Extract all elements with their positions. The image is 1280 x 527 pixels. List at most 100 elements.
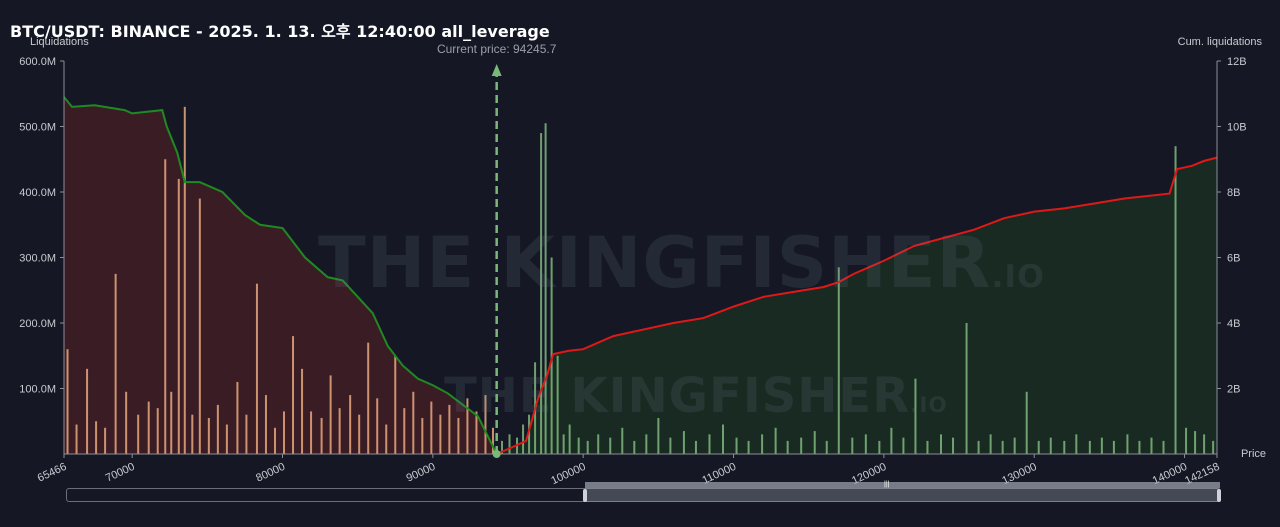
long-bar-59 [1162,440,1165,454]
long-bar-13 [586,440,589,454]
long-bar-41 [940,434,943,454]
short-bar-41 [439,414,442,454]
short-bar-23 [273,427,276,454]
short-bar-37 [403,408,406,454]
short-bar-0 [66,349,69,454]
y-tick-label-1: 200.0M [19,318,56,330]
short-bar-24 [283,411,286,454]
long-bar-10 [562,434,565,454]
long-bar-7 [544,123,547,454]
zoom-slider-window[interactable] [585,482,1220,502]
y2-tick-label-1: 4B [1227,318,1240,330]
long-bar-3 [522,424,525,454]
long-bar-51 [1063,440,1066,454]
y2-tick-label-5: 12B [1227,56,1247,68]
short-bar-6 [125,391,128,454]
cum-short-area [64,97,497,455]
long-bar-64 [1212,440,1215,454]
long-bar-49 [1037,440,1040,454]
long-bar-61 [1185,427,1188,454]
long-bar-12 [577,437,580,454]
long-bar-15 [609,437,612,454]
long-bar-29 [786,440,789,454]
y-tick-label-3: 400.0M [19,187,56,199]
long-bar-34 [851,437,854,454]
long-bar-52 [1075,434,1078,454]
short-bar-10 [164,159,167,454]
zoom-grip-icon[interactable]: ||| [884,481,890,488]
short-bar-9 [156,408,159,454]
short-bar-45 [475,411,478,454]
short-bar-15 [198,198,201,454]
cum-long-area [496,157,1217,455]
short-bar-26 [301,368,304,454]
short-bar-40 [430,401,433,454]
long-bar-55 [1112,440,1115,454]
x-tick-label-3: 90000 [405,461,438,485]
zoom-handle-left[interactable] [583,489,587,502]
left-axis-title: Liquidations [30,36,89,48]
x-tick-label-4: 100000 [549,461,587,487]
current-price-arrow [491,64,502,76]
short-bar-21 [255,283,258,454]
long-bar-43 [965,323,968,454]
short-bar-32 [358,414,361,454]
long-bar-23 [708,434,711,454]
short-bar-35 [385,424,388,454]
short-bar-3 [95,421,98,454]
short-bar-29 [329,375,332,454]
right-axis-title: Cum. liquidations [1177,36,1262,48]
long-bar-20 [669,437,672,454]
short-bar-1 [75,424,78,454]
short-bar-20 [245,414,248,454]
current-price-label: Current price: 94245.7 [437,42,557,56]
long-bar-22 [694,440,697,454]
short-bar-17 [216,404,219,454]
long-bar-40 [926,440,929,454]
cum-short-line [63,96,498,455]
short-bar-5 [114,273,117,454]
short-bar-30 [338,408,341,454]
short-bar-34 [376,398,379,454]
short-bar-38 [412,391,415,454]
watermark-small: THE KINGFISHER.IO [444,368,948,424]
long-bar-25 [735,437,738,454]
long-bar-63 [1203,434,1206,454]
long-bar-11 [568,424,571,454]
y-tick-label-2: 300.0M [19,253,56,265]
y2-tick-label-4: 10B [1227,122,1247,134]
short-bar-7 [137,414,140,454]
long-bar-27 [761,434,764,454]
long-bar-4 [528,414,531,454]
long-bar-30 [800,437,803,454]
long-bar-48 [1025,391,1028,454]
short-bar-42 [448,404,451,454]
short-bar-8 [147,401,150,454]
long-bar-26 [747,440,750,454]
long-bar-8 [550,257,553,454]
long-bar-37 [890,427,893,454]
chart-title: BTC/USDT: BINANCE - 2025. 1. 13. 오후 12:4… [10,22,550,41]
long-bar-36 [878,440,881,454]
long-bar-18 [645,434,648,454]
long-bar-46 [1001,440,1004,454]
short-bar-18 [225,424,228,454]
long-bar-1 [508,434,511,454]
y2-tick-label-3: 8B [1227,187,1240,199]
long-bar-44 [977,440,980,454]
short-bar-12 [177,178,180,454]
long-bar-62 [1194,431,1197,454]
zoom-handle-right[interactable] [1217,489,1221,502]
short-bar-4 [104,427,107,454]
long-bar-21 [682,431,685,454]
long-bar-60 [1174,146,1177,454]
current-price-dot [492,450,501,458]
long-bar-6 [540,133,543,455]
long-bar-56 [1126,434,1129,454]
long-bar-19 [657,417,660,454]
long-bar-28 [774,427,777,454]
short-bar-39 [421,417,424,454]
long-bar-39 [914,378,917,454]
price-axis-title: Price [1240,448,1266,460]
short-bar-22 [264,395,267,454]
